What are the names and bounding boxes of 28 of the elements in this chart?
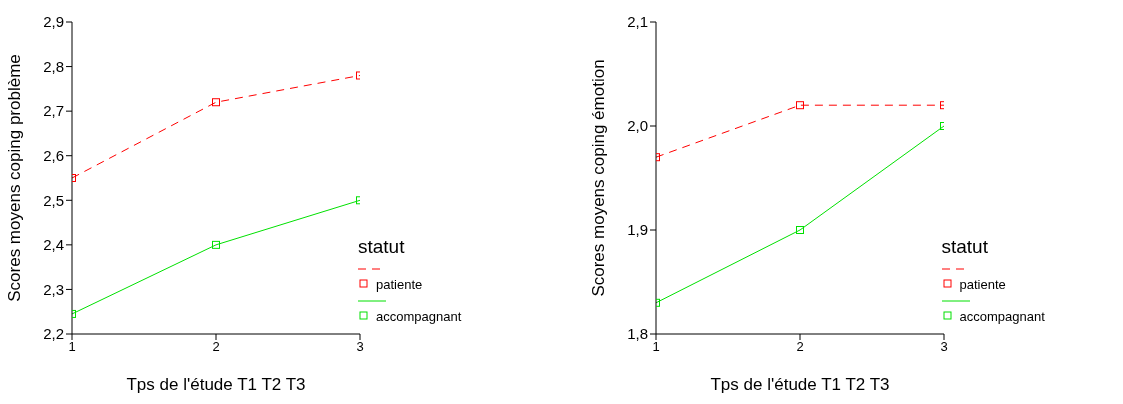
y-tick-label: 2,9 [43, 13, 64, 31]
legend-label: accompagnant [959, 309, 1045, 324]
x-tick-label: 1 [68, 339, 76, 355]
legend-title: statut [941, 236, 989, 258]
x-axis-title: Tps de l'étude T1 T2 T3 [709, 375, 890, 394]
y-tick-label: 1,9 [626, 221, 648, 239]
y-axis-title: Scores moyens coping problème [5, 54, 25, 302]
y-tick-label: 2,6 [43, 147, 64, 165]
legend-label: patiente [959, 277, 1006, 292]
x-tick-label: 3 [356, 339, 364, 355]
y-tick-label: 2,8 [43, 57, 64, 75]
y-tick-label: 2,2 [43, 325, 64, 343]
y-tick-label: 1,8 [626, 325, 648, 343]
y-tick-label: 2,7 [43, 102, 64, 120]
y-axis-title: Scores moyens coping émotion [588, 59, 608, 297]
legend-title: statut [358, 236, 406, 258]
y-tick-label: 2,5 [43, 191, 64, 209]
y-tick-label: 2,3 [43, 280, 64, 298]
x-tick-label: 3 [939, 339, 948, 355]
x-axis-title: Tps de l'étude T1 T2 T3 [126, 375, 306, 394]
y-tick-label: 2,1 [626, 13, 648, 31]
y-tick-label: 2,0 [626, 117, 648, 135]
y-tick-label: 2,4 [43, 236, 64, 254]
legend-label: accompagnant [376, 309, 462, 324]
x-tick-label: 1 [651, 339, 660, 355]
legend-label: patiente [376, 277, 423, 292]
x-tick-label: 2 [212, 339, 220, 355]
x-tick-label: 2 [795, 339, 804, 355]
